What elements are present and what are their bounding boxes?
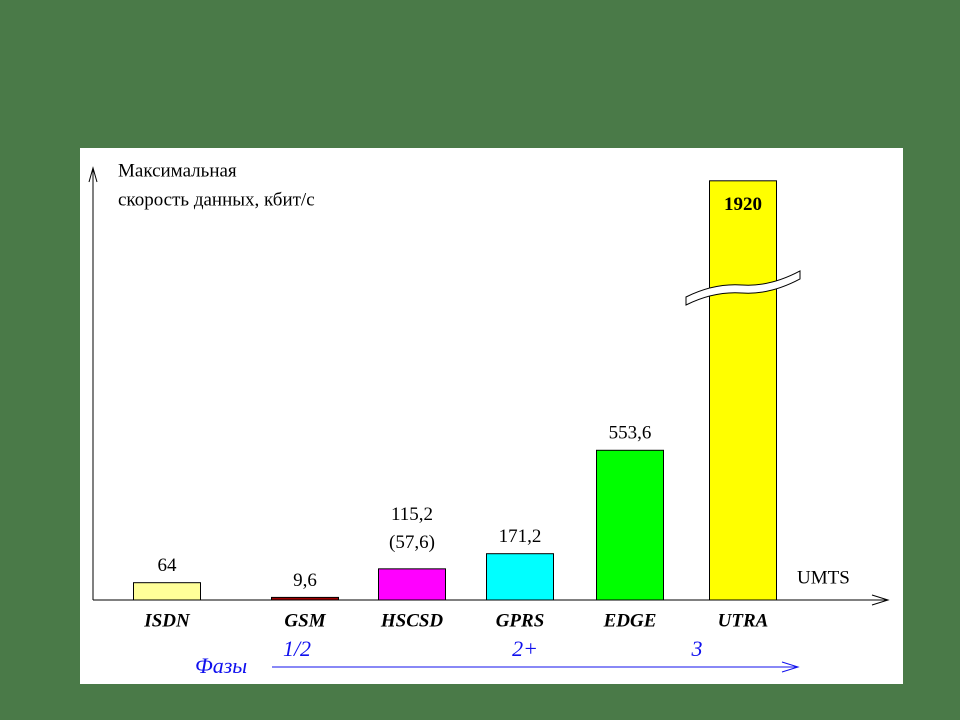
axis-break [685, 270, 801, 306]
bar [378, 568, 446, 601]
bar [271, 596, 339, 601]
x-axis-arrow [871, 594, 890, 606]
value-label: 64 [158, 555, 178, 576]
x-tick-label: HSCSD [380, 610, 444, 631]
bar [133, 582, 201, 601]
y-axis-label: скорость данных, кбит/с [118, 189, 315, 210]
y-axis-label: Максимальная [118, 160, 237, 181]
bar [596, 449, 664, 601]
value-sublabel: (57,6) [389, 532, 435, 553]
phases-arrowhead [781, 661, 800, 673]
phases-title: Фазы [195, 653, 247, 678]
bar [709, 180, 777, 601]
x-tick-label: GSM [284, 610, 326, 631]
phase-label: 2+ [512, 636, 538, 661]
phase-label: 3 [691, 636, 703, 661]
x-tick-label: UTRA [718, 610, 769, 631]
value-label: 9,6 [293, 570, 317, 591]
phase-label: 1/2 [283, 636, 311, 661]
chart-panel [80, 148, 903, 684]
value-label: 1920 [724, 194, 762, 215]
y-axis-arrow [88, 166, 98, 183]
value-label: 115,2 [391, 504, 433, 525]
value-label: 171,2 [499, 526, 542, 547]
x-tick-label: GPRS [496, 610, 545, 631]
x-tick-label: ISDN [143, 610, 191, 631]
value-label: 553,6 [609, 423, 652, 444]
x-tick-label: EDGE [603, 610, 657, 631]
x-axis-end-label: UMTS [797, 567, 850, 588]
bar [486, 553, 554, 601]
